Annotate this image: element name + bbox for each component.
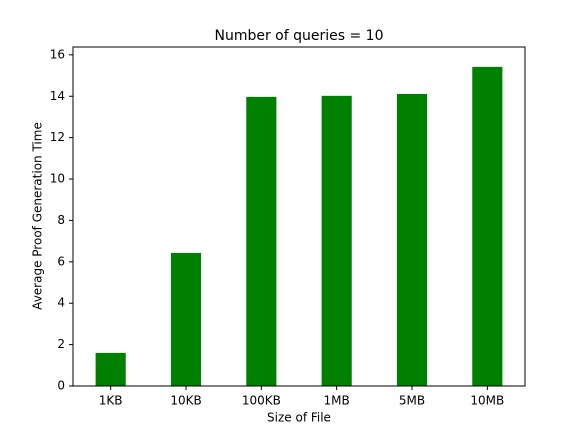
plot-frame xyxy=(72,46,526,387)
bar xyxy=(95,352,126,386)
y-tick-label: 6 xyxy=(57,254,65,268)
y-tick-label: 10 xyxy=(50,172,65,186)
y-tick-label: 4 xyxy=(57,296,65,310)
x-tick-label: 1MB xyxy=(324,394,350,408)
x-tick-label: 10KB xyxy=(170,394,201,408)
x-tick-label: 5MB xyxy=(399,394,425,408)
chart-title: Number of queries = 10 xyxy=(214,28,383,44)
x-tick-label: 100KB xyxy=(242,394,281,408)
bar xyxy=(472,66,503,386)
bar xyxy=(321,95,352,386)
x-axis-label: Size of File xyxy=(267,411,331,425)
y-tick-label: 0 xyxy=(57,379,65,393)
y-axis-label: Average Proof Generation Time xyxy=(31,122,45,310)
x-tick-label: 10MB xyxy=(470,394,504,408)
bar xyxy=(396,93,428,386)
y-tick-label: 2 xyxy=(57,337,65,351)
y-tick-label: 12 xyxy=(50,130,65,144)
y-tick-label: 14 xyxy=(50,89,65,103)
x-tick-label: 1KB xyxy=(99,394,123,408)
y-tick-label: 16 xyxy=(50,47,65,61)
y-tick-label: 8 xyxy=(57,213,65,227)
bar xyxy=(246,96,277,386)
bar xyxy=(170,252,202,386)
